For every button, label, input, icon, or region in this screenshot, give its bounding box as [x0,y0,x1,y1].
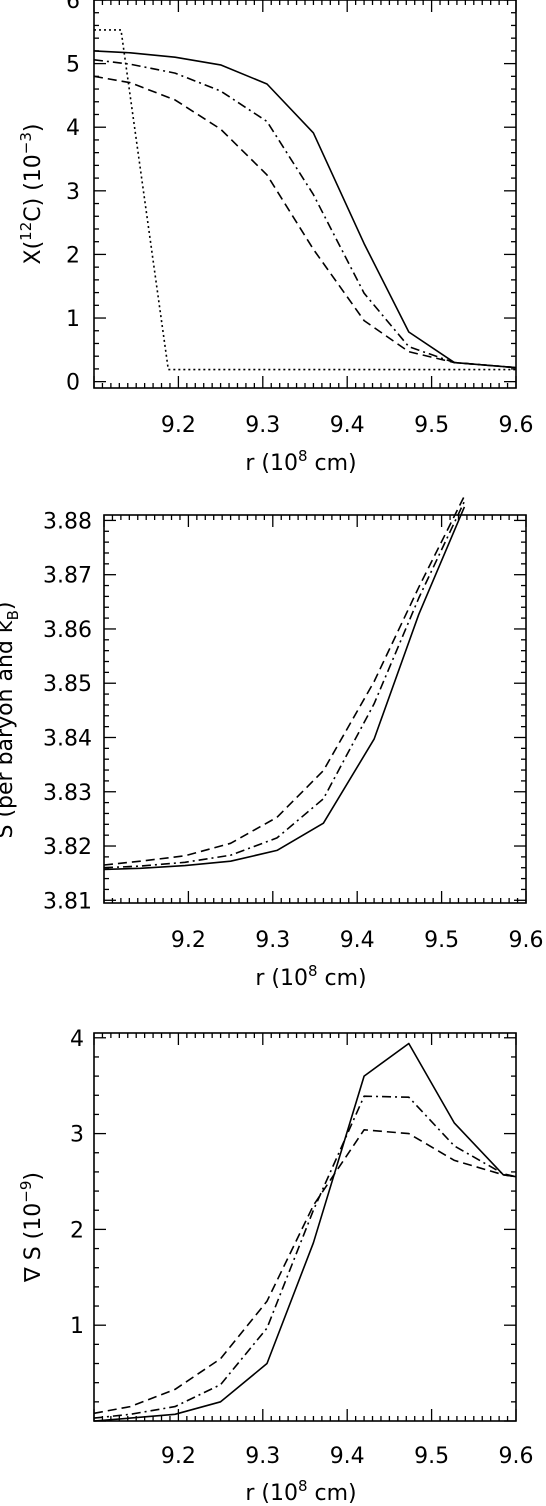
axis-ticks [93,1033,517,1422]
series-lines [93,29,517,371]
x-tick-label: 9.5 [414,413,449,438]
x-tick-label: 9.5 [414,1444,449,1469]
x-axis-label: r (108 cm) [255,962,366,991]
series-lines [93,1042,517,1422]
x-tick-label: 9.6 [499,1444,534,1469]
entropy-chart: 3.813.823.833.843.853.863.873.88 9.2 9.3 9… [0,495,544,991]
y-axis-label: S (per baryon and kB) [0,602,22,839]
dashed-line [93,1129,517,1415]
x-tick-labels: 9.2 9.3 9.4 9.5 9.6 [171,928,544,953]
dash-dot-line [103,501,466,869]
y-axis-label: ∇ S (10−9) [17,1172,46,1283]
y-tick-label: 3.81 [43,889,92,914]
y-tick-label: 5 [66,53,80,78]
y-tick-label: 1 [66,307,80,332]
solid-line [93,1042,517,1422]
x-tick-label: 9.4 [330,413,365,438]
y-tick-label: 2 [66,243,80,268]
plot-frame [103,514,527,904]
y-axis-label: X(12C) (10−3) [17,124,46,265]
x-tick-label: 9.6 [499,413,534,438]
x-axis-label: r (108 cm) [245,447,356,476]
plot-frame [93,1032,517,1422]
y-tick-label: 3.84 [43,726,92,751]
y-tick-label: 1 [70,1314,84,1339]
dotted-line [94,29,516,371]
dash-dot-line [93,1095,517,1419]
y-tick-label: 3 [66,180,80,205]
y-tick-label: 4 [66,116,80,141]
dashed-line [103,495,466,866]
solid-line [93,50,517,369]
y-tick-label: 3 [70,1123,84,1148]
axis-ticks [93,0,517,388]
axis-ticks [103,515,527,903]
y-tick-labels: 1 2 3 4 [70,1027,84,1339]
carbon-abundance-chart: 0 1 2 3 4 5 6 9.2 9.3 9.4 9.5 9.6 r (108 cm) X(12C… [17,0,534,476]
solid-line [103,506,466,871]
y-tick-label: 3.87 [43,564,92,589]
x-tick-label: 9.2 [171,928,206,953]
y-tick-label: 4 [70,1027,84,1052]
dash-dot-line [93,59,517,369]
y-tick-label: 3.83 [43,781,92,806]
y-tick-label: 3.88 [43,509,92,534]
x-tick-label: 9.4 [340,928,375,953]
y-tick-labels: 0 1 2 3 4 5 6 [66,0,80,396]
x-tick-label: 9.3 [245,413,280,438]
x-tick-label: 9.2 [161,413,196,438]
y-tick-label: 3.85 [43,672,92,697]
plot-frame [93,0,517,389]
x-tick-labels: 9.2 9.3 9.4 9.5 9.6 [161,1444,534,1469]
x-axis-label: r (108 cm) [245,1477,356,1506]
entropy-gradient-chart: 1 2 3 4 9.2 9.3 9.4 9.5 9.6 r (108 cm) ∇ S (10−… [17,1027,534,1506]
x-tick-label: 9.3 [255,928,290,953]
series-lines [103,495,466,871]
x-tick-label: 9.3 [245,1444,280,1469]
y-tick-labels: 3.81 3.82 3.83 3.84 3.85 3.86 3.87 3.88 [43,509,92,914]
dashed-line [93,75,517,369]
y-tick-label: 6 [66,0,80,14]
x-tick-label: 9.5 [424,928,459,953]
y-tick-label: 3.82 [43,835,92,860]
x-tick-label: 9.6 [509,928,544,953]
x-tick-label: 9.2 [161,1444,196,1469]
x-tick-label: 9.4 [330,1444,365,1469]
x-tick-labels: 9.2 9.3 9.4 9.5 9.6 [161,413,534,438]
y-tick-label: 0 [66,371,80,396]
y-tick-label: 2 [70,1218,84,1243]
y-tick-label: 3.86 [43,618,92,643]
